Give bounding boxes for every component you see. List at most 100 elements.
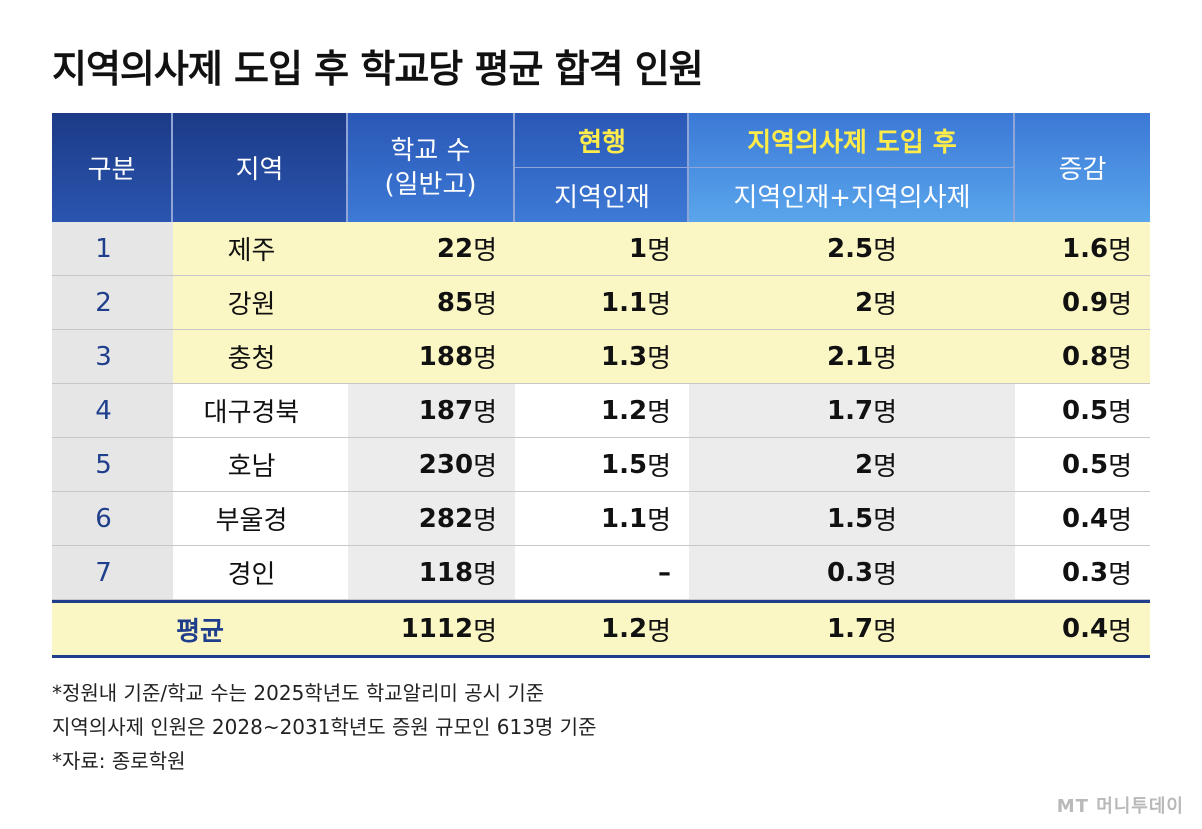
footnotes: *정원내 기준/학교 수는 2025학년도 학교알리미 공시 기준 지역의사제 … [52,676,596,778]
row-index: 4 [52,384,173,437]
average-change-value: 0.4 [1062,614,1109,644]
unit-label: 명 [873,452,897,482]
unit-label: 명 [473,398,497,428]
unit-label: 명 [473,452,497,482]
row-change-value: 0.5 [1062,395,1109,426]
header-current-sub: 지역인재 [554,182,650,213]
row-change-value: 0.5 [1062,449,1109,480]
row-region: 충청 [173,330,348,383]
row-current: 1.3 명 [515,330,689,383]
row-current-value: 1.5 [601,449,648,480]
row-index: 2 [52,276,173,329]
row-current: 1.1 명 [515,492,689,545]
row-schools: 230 명 [348,438,515,491]
header-schools: 학교 수 (일반고) [348,113,515,222]
unit-label: 명 [647,398,671,428]
table-row: 6 부울경 282 명 1.1 명 1.5 명 0.4 명 [52,492,1150,546]
row-after-value: 1.5 [827,503,874,534]
average-current: 1.2 명 [515,603,689,655]
unit-label: 명 [473,560,497,590]
footnote-line: 지역의사제 인원은 2028~2031학년도 증원 규모인 613명 기준 [52,715,597,739]
row-after-value: 2 [854,287,874,318]
row-after-value: 2.5 [827,233,874,264]
row-current: – [515,546,689,599]
row-current: 1.2 명 [515,384,689,437]
row-current-value: 1.2 [601,395,648,426]
unit-label: 명 [1108,452,1132,482]
row-change: 0.9 명 [1015,276,1150,329]
row-change: 0.5 명 [1015,384,1150,437]
table-row: 4 대구경북 187 명 1.2 명 1.7 명 0.5 명 [52,384,1150,438]
row-schools: 188 명 [348,330,515,383]
unit-label: 명 [1108,290,1132,320]
row-current-value: 1.1 [601,287,648,318]
average-schools: 1112 명 [348,603,515,655]
header-after-sub: 지역인재+지역의사제 [733,182,971,213]
row-index: 6 [52,492,173,545]
unit-label: 명 [873,616,897,647]
unit-label: 명 [1108,506,1132,536]
row-after-value: 2.1 [827,341,874,372]
table-row-average: 평균 1112 명 1.2 명 1.7 명 0.4 명 [52,600,1150,658]
header-schools-line2: (일반고) [384,169,477,200]
row-region: 강원 [173,276,348,329]
row-change-value: 0.9 [1062,287,1109,318]
row-region: 부울경 [173,492,348,545]
unit-label: 명 [1108,236,1132,266]
row-current-value: 1.3 [601,341,648,372]
row-after-value: 2 [854,449,874,480]
row-current: 1.1 명 [515,276,689,329]
header-current-group: 현행 [578,127,626,158]
average-schools-value: 1112 [400,614,474,644]
row-change: 0.3 명 [1015,546,1150,599]
unit-label: 명 [873,290,897,320]
unit-label: 명 [1108,344,1132,374]
header-current-divider [515,167,687,168]
row-index: 5 [52,438,173,491]
footnote-line: *정원내 기준/학교 수는 2025학년도 학교알리미 공시 기준 [52,681,545,705]
average-after-value: 1.7 [827,614,874,644]
row-region: 경인 [173,546,348,599]
row-schools-value: 85 [436,287,474,318]
header-after-divider [689,167,1013,168]
unit-label: 명 [647,452,671,482]
row-schools-value: 118 [418,557,474,588]
unit-label: 명 [873,560,897,590]
unit-label: 명 [647,236,671,266]
row-change: 0.5 명 [1015,438,1150,491]
unit-label: 명 [473,290,497,320]
row-schools: 187 명 [348,384,515,437]
average-label: 평균 [52,603,348,655]
table-row: 7 경인 118 명 – 0.3 명 0.3 명 [52,546,1150,600]
unit-label: 명 [473,616,497,647]
row-current: 1.5 명 [515,438,689,491]
unit-label: 명 [647,290,671,320]
average-current-value: 1.2 [601,614,648,644]
row-after-value: 1.7 [827,395,874,426]
unit-label: 명 [873,398,897,428]
header-index: 구분 [52,113,173,222]
unit-label: 명 [473,236,497,266]
row-current-value: 1.1 [601,503,648,534]
header-change: 증감 [1015,113,1150,222]
row-schools: 282 명 [348,492,515,545]
footnote-line: *자료: 종로학원 [52,749,186,773]
row-index: 3 [52,330,173,383]
table-header: 구분 지역 학교 수 (일반고) 현행 지역인재 지역의사제 도입 후 지역인재… [52,113,1150,222]
average-change: 0.4 명 [1015,603,1150,655]
row-index: 1 [52,222,173,275]
row-change: 0.4 명 [1015,492,1150,545]
row-region: 호남 [173,438,348,491]
row-change-value: 0.4 [1062,503,1109,534]
row-schools-value: 188 [418,341,474,372]
unit-label: 명 [1108,398,1132,428]
row-schools-value: 22 [436,233,474,264]
header-schools-line1: 학교 수 [390,135,471,166]
row-schools: 118 명 [348,546,515,599]
row-change-value: 1.6 [1062,233,1109,264]
average-after: 1.7 명 [689,603,1015,655]
header-after-group: 지역의사제 도입 후 [747,127,957,158]
row-index: 7 [52,546,173,599]
